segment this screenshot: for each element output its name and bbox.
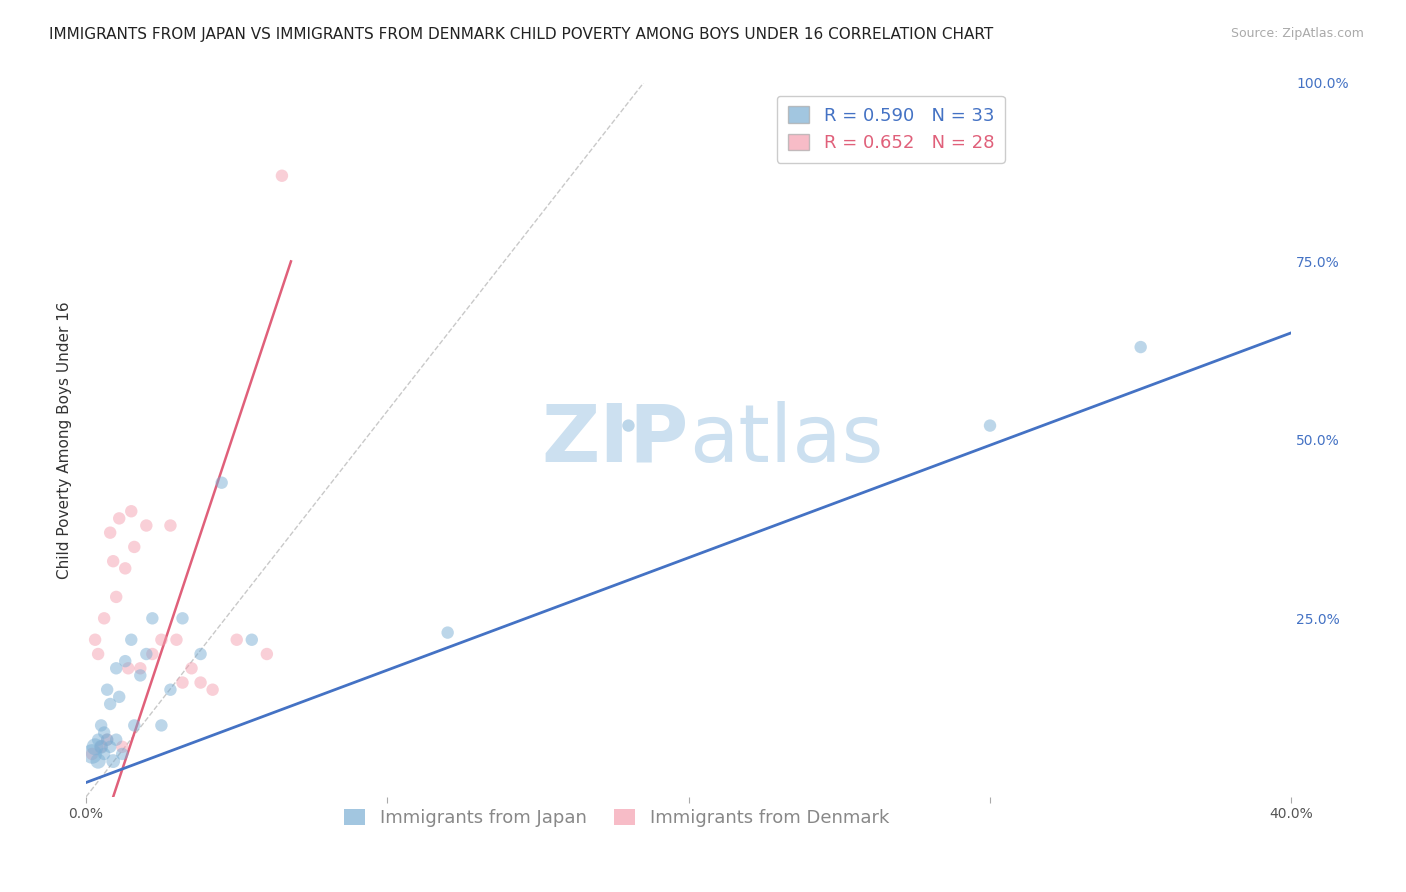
Point — [436, 625, 458, 640]
Point — [96, 732, 118, 747]
Point — [98, 525, 121, 540]
Text: IMMIGRANTS FROM JAPAN VS IMMIGRANTS FROM DENMARK CHILD POVERTY AMONG BOYS UNDER : IMMIGRANTS FROM JAPAN VS IMMIGRANTS FROM… — [49, 27, 994, 42]
Point — [90, 739, 112, 754]
Point — [103, 754, 125, 768]
Point — [124, 718, 146, 732]
Point — [90, 718, 112, 732]
Point — [180, 661, 202, 675]
Point — [190, 675, 212, 690]
Point — [98, 697, 121, 711]
Point — [190, 647, 212, 661]
Point — [103, 554, 125, 568]
Point — [93, 747, 115, 761]
Legend: Immigrants from Japan, Immigrants from Denmark: Immigrants from Japan, Immigrants from D… — [336, 801, 897, 834]
Point — [117, 661, 139, 675]
Point — [172, 611, 194, 625]
Point — [87, 732, 110, 747]
Point — [98, 739, 121, 754]
Point — [617, 418, 640, 433]
Point — [108, 690, 131, 704]
Y-axis label: Child Poverty Among Boys Under 16: Child Poverty Among Boys Under 16 — [58, 301, 72, 579]
Point — [120, 504, 142, 518]
Point — [225, 632, 247, 647]
Point — [135, 647, 157, 661]
Point — [141, 647, 163, 661]
Point — [114, 654, 136, 668]
Point — [135, 518, 157, 533]
Point — [150, 718, 173, 732]
Point — [159, 518, 181, 533]
Point — [979, 418, 1001, 433]
Point — [93, 725, 115, 739]
Point — [82, 747, 104, 761]
Point — [1129, 340, 1152, 354]
Point — [84, 739, 107, 754]
Point — [124, 540, 146, 554]
Point — [96, 732, 118, 747]
Text: atlas: atlas — [689, 401, 883, 479]
Point — [201, 682, 224, 697]
Point — [211, 475, 233, 490]
Point — [105, 661, 128, 675]
Point — [111, 747, 134, 761]
Point — [82, 747, 104, 761]
Point — [166, 632, 188, 647]
Point — [256, 647, 278, 661]
Point — [111, 739, 134, 754]
Point — [129, 661, 152, 675]
Point — [129, 668, 152, 682]
Point — [96, 682, 118, 697]
Text: ZIP: ZIP — [541, 401, 689, 479]
Point — [271, 169, 294, 183]
Point — [84, 632, 107, 647]
Point — [93, 611, 115, 625]
Point — [87, 754, 110, 768]
Point — [150, 632, 173, 647]
Point — [159, 682, 181, 697]
Point — [105, 590, 128, 604]
Point — [172, 675, 194, 690]
Point — [114, 561, 136, 575]
Point — [120, 632, 142, 647]
Point — [87, 647, 110, 661]
Point — [105, 732, 128, 747]
Point — [141, 611, 163, 625]
Point — [240, 632, 263, 647]
Point — [108, 511, 131, 525]
Point — [90, 739, 112, 754]
Text: Source: ZipAtlas.com: Source: ZipAtlas.com — [1230, 27, 1364, 40]
